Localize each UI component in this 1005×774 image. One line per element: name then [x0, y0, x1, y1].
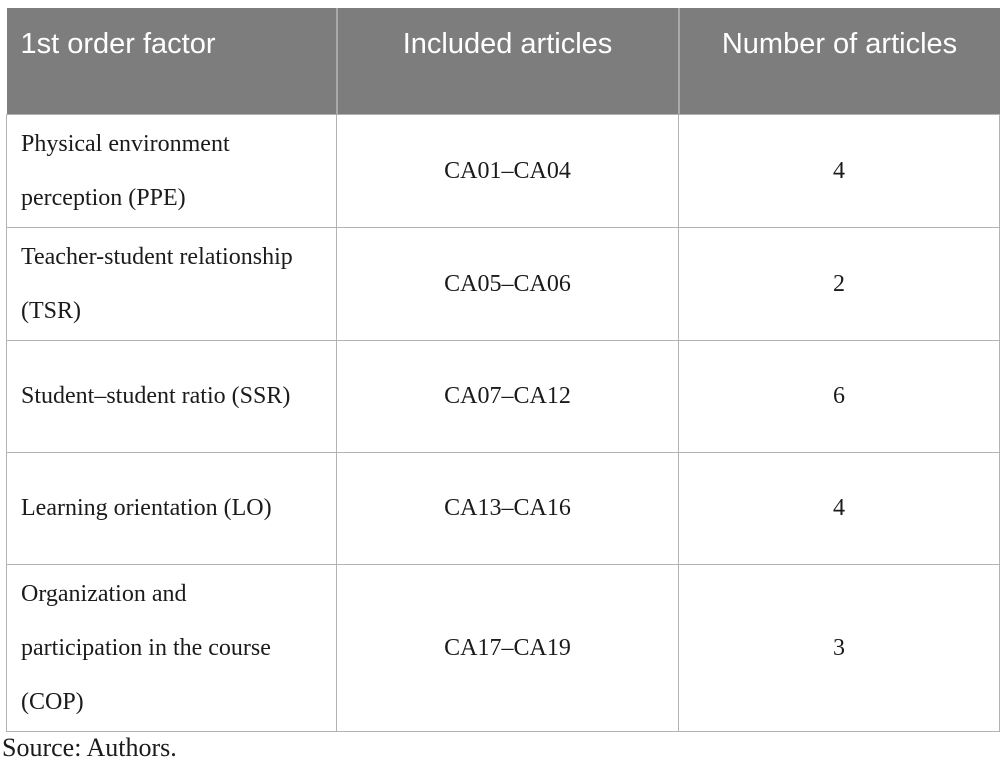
cell-factor: Learning orientation (LO) [6, 451, 337, 565]
source-note: Source: Authors. [2, 733, 177, 762]
cell-articles: CA07–CA12 [336, 339, 679, 453]
cell-articles: CA13–CA16 [336, 451, 679, 565]
table-row: Student–student ratio (SSR) CA07–CA12 6 [6, 339, 1000, 453]
table-row: Organization and participation in the co… [6, 563, 1000, 732]
cell-articles: CA05–CA06 [336, 226, 679, 341]
cell-count: 4 [678, 451, 1000, 565]
cell-count: 6 [678, 339, 1000, 453]
cell-factor: Organization and participation in the co… [6, 563, 337, 732]
cell-articles: CA01–CA04 [336, 113, 679, 228]
cell-factor: Teacher-student relationship (TSR) [6, 226, 337, 341]
cell-factor: Physical environment perception (PPE) [6, 113, 337, 228]
cell-count: 2 [678, 226, 1000, 341]
table-row: Teacher-student relationship (TSR) CA05–… [6, 226, 1000, 341]
column-header-included-articles: Included articles [335, 8, 679, 114]
factors-table: 1st order factor Included articles Numbe… [6, 8, 1000, 732]
cell-articles: CA17–CA19 [336, 563, 679, 732]
column-header-number-of-articles: Number of articles [677, 8, 1000, 114]
cell-count: 4 [678, 113, 1000, 228]
table-row: Learning orientation (LO) CA13–CA16 4 [6, 451, 1000, 565]
column-header-first-order-factor: 1st order factor [6, 8, 337, 114]
table-row: Physical environment perception (PPE) CA… [6, 113, 1000, 228]
cell-count: 3 [678, 563, 1000, 732]
table-header-row: 1st order factor Included articles Numbe… [6, 8, 1000, 114]
cell-factor: Student–student ratio (SSR) [6, 339, 337, 453]
